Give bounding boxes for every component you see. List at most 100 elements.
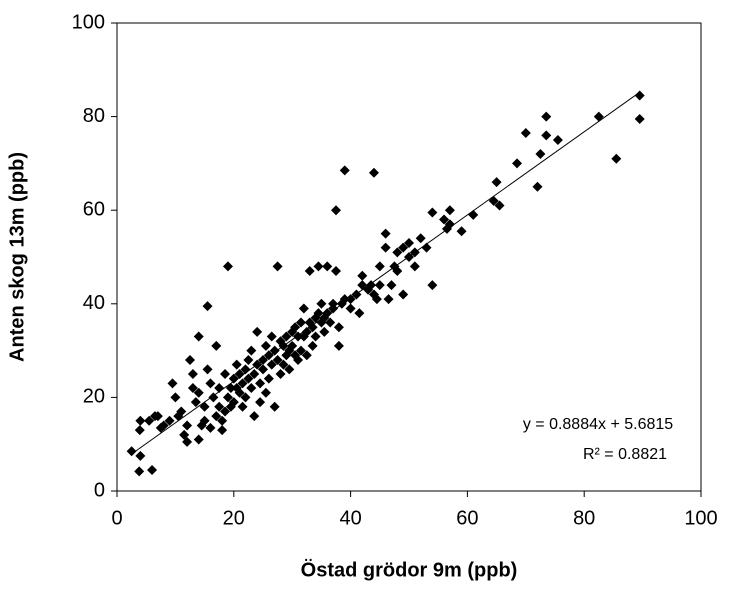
point [237, 401, 248, 412]
point [392, 247, 403, 258]
point [371, 294, 382, 305]
point [214, 383, 225, 394]
point [211, 340, 222, 351]
point [409, 261, 420, 272]
point [199, 415, 210, 426]
y-tick-label: 0 [94, 479, 105, 501]
point [272, 354, 283, 365]
point [634, 113, 645, 124]
point [313, 261, 324, 272]
y-axis-title: Anten skog 13m (ppb) [6, 152, 28, 362]
point [231, 359, 242, 370]
point [260, 340, 271, 351]
point [182, 420, 193, 431]
point [152, 411, 163, 422]
point [339, 165, 350, 176]
point [234, 387, 245, 398]
y-tick-label: 40 [83, 292, 105, 314]
point [333, 340, 344, 351]
point [214, 401, 225, 412]
point [310, 331, 321, 342]
point [255, 397, 266, 408]
point [193, 387, 204, 398]
point [170, 392, 181, 403]
point [234, 369, 245, 379]
point [158, 420, 169, 431]
trendline [131, 91, 640, 455]
point [331, 205, 341, 216]
point [185, 354, 195, 365]
point [240, 364, 251, 375]
point [444, 219, 455, 230]
point [278, 359, 289, 370]
point [167, 378, 178, 389]
point [398, 242, 409, 253]
point [319, 326, 330, 337]
point [240, 392, 251, 403]
point [246, 383, 257, 394]
point [269, 345, 280, 356]
point [541, 130, 552, 141]
point [237, 378, 248, 389]
point [228, 373, 239, 384]
point [193, 331, 204, 342]
point [284, 364, 295, 375]
point [249, 369, 260, 379]
point [217, 425, 228, 436]
point [228, 397, 239, 408]
point [339, 294, 350, 305]
point [211, 411, 222, 422]
point [532, 181, 543, 192]
point [275, 369, 286, 379]
point [190, 397, 201, 408]
point [380, 228, 391, 239]
point [304, 266, 315, 277]
point [202, 364, 213, 375]
y-tick-label: 60 [83, 198, 105, 220]
point [208, 392, 219, 403]
point [491, 177, 502, 188]
point [258, 364, 268, 375]
point [220, 406, 231, 417]
point [593, 111, 604, 122]
point [293, 354, 304, 365]
point [333, 322, 344, 333]
x-tick-label: 100 [684, 507, 717, 529]
point [325, 317, 336, 328]
point [187, 383, 198, 394]
point [316, 298, 327, 309]
point [354, 308, 365, 319]
y-tick-label: 80 [83, 105, 105, 127]
point [295, 317, 306, 328]
point [322, 261, 333, 272]
x-tick-label: 60 [456, 507, 478, 529]
point [147, 464, 158, 475]
point [135, 450, 146, 461]
point [307, 340, 318, 351]
point [634, 90, 645, 101]
x-tick-label: 80 [573, 507, 595, 529]
point [552, 135, 563, 145]
point [444, 205, 455, 216]
point [144, 415, 155, 426]
point [392, 266, 403, 277]
point [193, 434, 204, 445]
point [222, 261, 233, 272]
point [415, 233, 426, 244]
point [202, 301, 213, 312]
point [182, 436, 193, 447]
point [298, 303, 309, 314]
point [331, 266, 341, 277]
point [386, 280, 397, 291]
point [269, 401, 280, 412]
point [541, 111, 552, 122]
point [176, 406, 187, 417]
point [398, 289, 409, 300]
point [427, 207, 438, 218]
point [134, 466, 145, 477]
point [187, 369, 198, 379]
point [281, 331, 292, 342]
point [374, 280, 385, 291]
point [313, 308, 324, 319]
